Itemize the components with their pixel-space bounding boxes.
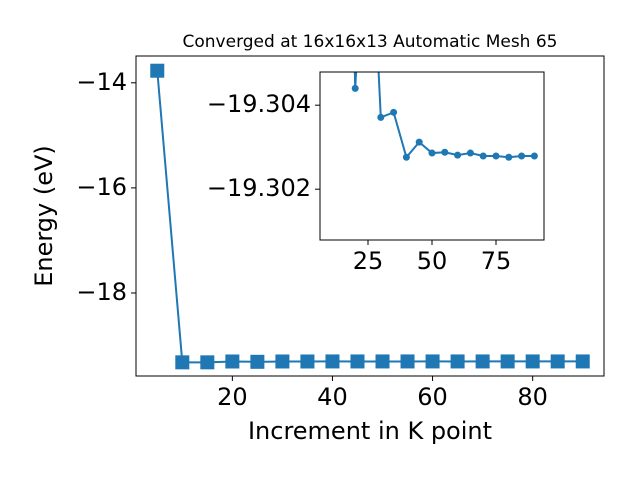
marker <box>351 84 359 92</box>
marker <box>350 354 365 369</box>
x-tick-label: 20 <box>217 383 248 411</box>
marker <box>390 108 398 116</box>
marker <box>500 354 515 369</box>
marker <box>400 354 415 369</box>
y-tick-label: −18 <box>76 278 127 306</box>
series <box>150 63 590 370</box>
axes-frame <box>135 55 605 377</box>
x-tick-label: 75 <box>481 247 512 275</box>
marker <box>150 63 165 78</box>
marker <box>377 113 385 121</box>
chart-title: Converged at 16x16x13 Automatic Mesh 65 <box>183 32 558 52</box>
marker <box>475 354 490 369</box>
marker <box>550 354 565 369</box>
series <box>351 72 538 161</box>
marker <box>428 149 436 157</box>
y-axis-label: Energy (eV) <box>30 145 58 287</box>
data-line <box>353 72 535 160</box>
y-tick-label: −19.304 <box>207 90 311 118</box>
y-tick-label: −16 <box>76 173 127 201</box>
marker <box>575 354 590 369</box>
marker <box>466 149 474 157</box>
x-tick-label: 50 <box>417 247 448 275</box>
marker <box>530 152 538 160</box>
marker <box>225 354 240 369</box>
x-tick-label: 25 <box>353 247 384 275</box>
marker <box>375 354 390 369</box>
axes-frame <box>319 71 545 241</box>
y-tick-label: −19.302 <box>207 174 311 202</box>
marker <box>300 354 315 369</box>
marker <box>505 153 513 161</box>
x-tick-label: 40 <box>317 383 348 411</box>
marker <box>415 138 423 146</box>
marker <box>402 153 410 161</box>
y-tick-label: −14 <box>76 68 127 96</box>
marker <box>325 354 340 369</box>
marker <box>518 152 526 160</box>
marker <box>479 152 487 160</box>
marker <box>525 354 540 369</box>
x-tick-label: 80 <box>517 383 548 411</box>
x-tick-label: 60 <box>417 383 448 411</box>
marker <box>454 151 462 159</box>
marker <box>250 354 265 369</box>
marker <box>275 354 290 369</box>
marker <box>492 152 500 160</box>
x-axis-label: Increment in K point <box>248 417 492 445</box>
marker <box>200 355 215 370</box>
marker <box>441 148 449 156</box>
marker <box>450 354 465 369</box>
marker <box>425 354 440 369</box>
marker <box>175 355 190 370</box>
